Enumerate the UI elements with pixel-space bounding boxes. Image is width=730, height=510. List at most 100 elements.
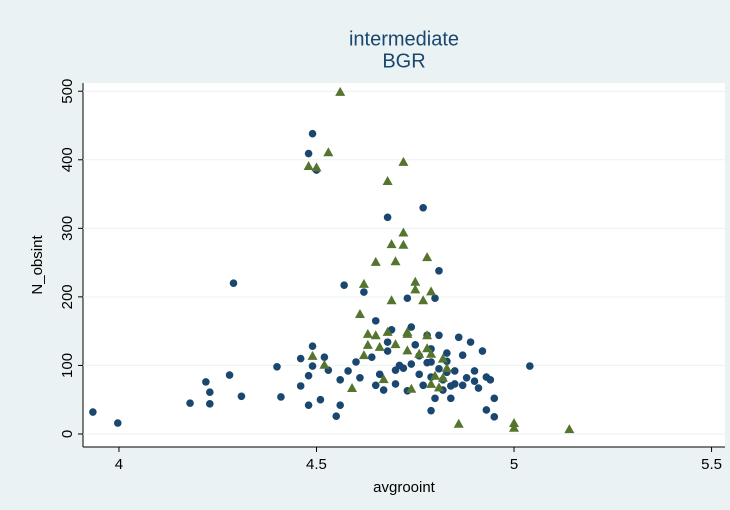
triangle-point — [509, 422, 520, 432]
circle-point — [435, 267, 443, 275]
circle-point — [206, 388, 214, 396]
circle-point — [383, 213, 392, 222]
circle-point — [470, 367, 479, 375]
circle-point — [486, 376, 495, 384]
circle-point — [403, 294, 412, 303]
triangle-point — [422, 252, 433, 262]
x-tick-label: 5 — [510, 456, 518, 473]
circle-point — [356, 373, 364, 382]
triangle-point — [398, 156, 409, 166]
circle-point — [336, 376, 344, 384]
circle-point — [407, 360, 416, 368]
circle-point — [186, 399, 194, 407]
triangle-point — [362, 328, 373, 338]
circle-point — [391, 380, 400, 388]
circle-point — [371, 317, 380, 325]
circle-point — [443, 349, 451, 357]
circle-point — [399, 364, 408, 372]
triangle-point — [386, 239, 397, 249]
triangle-point — [441, 363, 452, 373]
triangle-point — [323, 147, 334, 157]
y-tick-label: 100 — [59, 353, 76, 378]
circle-point — [431, 394, 439, 403]
triangle-point — [390, 256, 401, 266]
circle-point — [344, 367, 352, 375]
triangle-point — [382, 176, 393, 186]
circle-point — [320, 353, 329, 361]
triangle-point — [426, 286, 437, 296]
circle-point — [490, 394, 499, 403]
circle-point — [427, 406, 435, 415]
circle-point — [458, 381, 467, 390]
triangle-point — [422, 330, 433, 340]
circle-point — [419, 381, 427, 390]
circle-point — [415, 370, 424, 379]
circle-point — [526, 362, 534, 370]
circle-point — [466, 338, 475, 346]
triangle-point — [358, 278, 369, 288]
triangle-point — [426, 378, 437, 388]
circle-point — [113, 419, 122, 427]
circle-point — [411, 341, 420, 349]
triangle-point — [418, 295, 429, 305]
triangle-point — [335, 86, 346, 96]
circle-point — [478, 347, 487, 355]
triangle-point — [354, 309, 365, 319]
triangle-point — [414, 348, 425, 358]
circle-point — [206, 400, 214, 408]
y-tick-label: 300 — [59, 216, 76, 241]
circle-point — [450, 367, 459, 375]
circle-point — [308, 342, 317, 351]
circle-point — [332, 412, 341, 420]
circle-point — [458, 351, 467, 359]
circle-point — [383, 338, 392, 346]
chart-subtitle: BGR — [382, 50, 425, 72]
circle-point — [340, 281, 348, 290]
triangle-point — [426, 348, 437, 358]
circle-point — [202, 378, 210, 386]
x-tick-label: 4.5 — [306, 456, 327, 473]
circle-point — [427, 358, 435, 366]
circle-point — [371, 381, 380, 390]
circle-point — [383, 347, 392, 355]
circle-point — [379, 386, 388, 394]
circle-point — [435, 365, 443, 373]
circle-point — [229, 279, 238, 287]
triangle-point — [398, 239, 409, 249]
circle-point — [375, 370, 384, 379]
circle-point — [454, 333, 463, 342]
triangle-point — [430, 370, 441, 380]
triangle-point — [398, 227, 409, 237]
circle-point — [273, 362, 281, 371]
chart-title: intermediate — [349, 28, 459, 50]
circle-point — [308, 129, 317, 138]
triangle-point — [453, 418, 464, 428]
circle-point — [470, 377, 479, 385]
circle-point — [450, 380, 459, 388]
circle-point — [490, 413, 499, 421]
triangle-point — [311, 162, 322, 172]
circle-point — [419, 203, 427, 212]
circle-point — [89, 408, 97, 416]
circle-point — [296, 354, 305, 363]
y-axis-label: N_obsint — [29, 235, 46, 295]
y-tick-label: 0 — [59, 430, 76, 438]
triangle-point — [410, 284, 421, 294]
triangle-point — [402, 345, 413, 355]
circle-point — [435, 331, 443, 340]
circle-point — [237, 392, 246, 401]
circle-point — [407, 323, 416, 331]
y-tick-label: 400 — [59, 147, 76, 172]
circle-point — [447, 394, 455, 403]
circle-point — [296, 382, 305, 390]
circle-point — [304, 401, 313, 409]
triangle-point — [402, 326, 413, 336]
triangle-point — [410, 276, 421, 286]
triangle-point — [362, 339, 373, 349]
circle-point — [336, 401, 344, 409]
triangle-point — [564, 424, 575, 434]
triangle-point — [386, 295, 397, 305]
circle-point — [316, 395, 325, 404]
triangle-point — [319, 359, 330, 369]
triangle-point — [433, 382, 444, 392]
